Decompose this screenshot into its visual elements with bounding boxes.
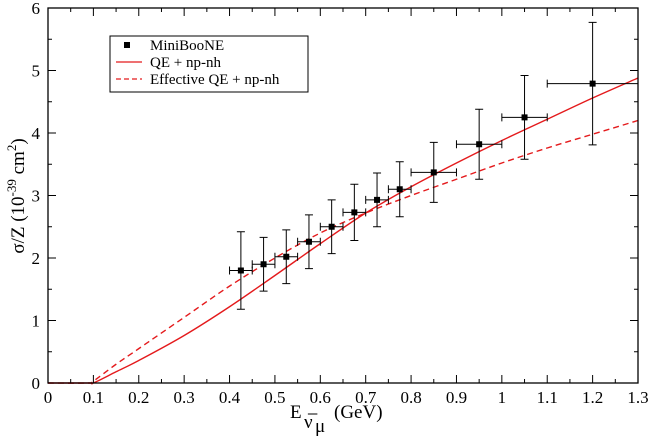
data-marker: [237, 267, 244, 274]
data-marker: [521, 114, 528, 121]
y-title-end: ): [8, 138, 29, 144]
data-point: [410, 141, 457, 203]
x-title-subsub: μ: [315, 416, 325, 436]
data-points: [229, 21, 639, 310]
x-axis-title: E ν̅ μ (GeV): [290, 402, 383, 436]
data-point: [455, 108, 503, 180]
data-point: [387, 161, 412, 218]
data-point: [342, 183, 367, 241]
data-marker: [476, 141, 483, 148]
x-tick-label: 0.3: [174, 388, 195, 407]
x-tick-label: 0.4: [219, 388, 241, 407]
x-title-unit: (GeV): [334, 402, 383, 423]
data-marker: [396, 186, 403, 193]
legend-label-qe: QE + np-nh: [150, 55, 221, 71]
data-point: [501, 75, 548, 160]
data-marker: [430, 169, 437, 176]
x-tick-label: 1.2: [582, 388, 603, 407]
legend-label-effective: Effective QE + np-nh: [150, 72, 280, 88]
y-tick-label: 2: [32, 249, 41, 268]
y-tick-label: 1: [32, 312, 41, 331]
x-tick-label: 1: [498, 388, 507, 407]
y-title-exp2: 2: [4, 145, 19, 152]
legend: MiniBooNE QE + np-nh Effective QE + np-n…: [109, 35, 309, 93]
y-axis-title: σ/Z (10-39 cm2): [4, 138, 29, 253]
data-marker: [328, 223, 335, 230]
y-tick-label: 4: [32, 124, 41, 143]
data-marker: [305, 238, 312, 245]
data-point: [229, 231, 253, 310]
x-tick-label: 0.5: [264, 388, 285, 407]
x-tick-label: 0.7: [355, 388, 377, 407]
data-point: [365, 172, 389, 228]
x-title-main: E: [290, 402, 302, 423]
data-point: [251, 236, 276, 292]
x-tick-label: 0.9: [446, 388, 467, 407]
data-point: [546, 21, 639, 146]
data-marker: [283, 253, 290, 260]
y-tick-label: 5: [32, 62, 41, 81]
data-marker: [351, 209, 358, 216]
x-axis-ticks: 0 0.1 0.2 0.3 0.4 0.5 0.6 0.7 0.8 0.9 1 1.1 1.2 1.3: [44, 8, 649, 407]
y-tick-label: 3: [32, 187, 41, 206]
data-marker: [260, 261, 267, 268]
x-tick-label: 0.2: [128, 388, 149, 407]
data-marker: [374, 196, 381, 203]
legend-marker-miniboone: [124, 42, 130, 48]
data-point: [274, 229, 299, 285]
x-tick-label: 1.1: [537, 388, 558, 407]
data-point: [297, 214, 321, 270]
y-title-mid: cm: [8, 151, 29, 179]
legend-label-miniboone: MiniBooNE: [150, 38, 224, 54]
y-title-exp1: -39: [4, 179, 19, 196]
legend-box: [109, 35, 309, 93]
x-tick-label: 1.3: [627, 388, 648, 407]
y-axis-ticks: 0 1 2 3 4 5 6: [32, 0, 638, 393]
x-tick-label: 0.1: [83, 388, 104, 407]
x-tick-label: 0: [44, 388, 53, 407]
data-marker: [589, 80, 596, 87]
data-point: [319, 199, 344, 255]
x-tick-label: 0.6: [310, 388, 331, 407]
x-tick-label: 0.8: [400, 388, 421, 407]
y-tick-label: 6: [32, 0, 41, 18]
y-tick-label: 0: [32, 374, 41, 393]
y-title-main: σ/Z (10: [8, 196, 29, 253]
